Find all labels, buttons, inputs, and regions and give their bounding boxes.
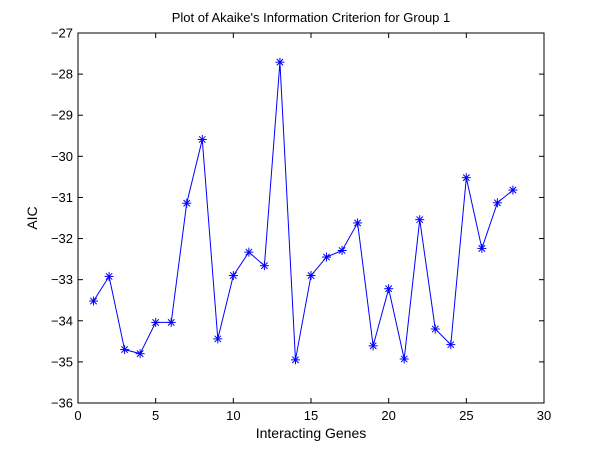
y-tick-label: −34 <box>51 313 73 328</box>
marker-stroke <box>369 342 377 350</box>
data-point-marker <box>197 134 207 144</box>
marker-stroke <box>400 355 408 363</box>
y-axis-label: AIC <box>24 206 40 229</box>
marker-stroke <box>431 325 439 333</box>
data-point-marker <box>446 340 456 350</box>
data-point-marker <box>368 341 378 351</box>
data-point-marker <box>477 243 487 253</box>
data-point-marker <box>275 57 285 67</box>
data-point-marker <box>259 261 269 271</box>
y-tick-label: −27 <box>51 26 73 41</box>
data-point-marker <box>430 324 440 334</box>
series-layer <box>89 57 518 365</box>
marker-stroke <box>462 174 470 182</box>
y-tick-label: −29 <box>51 108 73 123</box>
y-tick-label: −35 <box>51 354 73 369</box>
marker-stroke <box>276 58 284 66</box>
data-point-marker <box>461 173 471 183</box>
data-point-marker <box>120 345 130 355</box>
x-tick-label: 20 <box>381 408 395 423</box>
marker-stroke <box>493 199 501 207</box>
x-tick-label: 5 <box>152 408 159 423</box>
data-point-marker <box>322 252 332 262</box>
chart-title: Plot of Akaike's Information Criterion f… <box>172 10 451 25</box>
data-point-marker <box>213 334 223 344</box>
marker-stroke <box>354 219 362 227</box>
y-tick-label: −30 <box>51 149 73 164</box>
marker-stroke <box>152 318 160 326</box>
data-point-marker <box>337 245 347 255</box>
x-axis: 0 5 10 15 20 25 30 <box>74 33 551 423</box>
y-tick-label: −33 <box>51 272 73 287</box>
series-line <box>93 62 514 360</box>
marker-stroke <box>167 318 175 326</box>
data-point-marker <box>182 198 192 208</box>
y-tick-label: −32 <box>51 231 73 246</box>
y-tick-label: −28 <box>51 67 73 82</box>
x-tick-label: 0 <box>74 408 81 423</box>
marker-stroke <box>136 350 144 358</box>
data-point-marker <box>508 185 518 195</box>
data-point-marker <box>166 317 176 327</box>
data-point-marker <box>135 349 145 359</box>
x-axis-label: Interacting Genes <box>256 425 367 441</box>
marker-stroke <box>183 199 191 207</box>
y-tick-label: −36 <box>51 396 73 411</box>
data-point-marker <box>89 296 99 306</box>
marker-stroke <box>478 244 486 252</box>
data-point-marker <box>384 284 394 294</box>
marker-stroke <box>509 186 517 194</box>
marker-stroke <box>385 285 393 293</box>
data-point-marker <box>290 355 300 365</box>
data-point-marker <box>399 354 409 364</box>
x-tick-label: 30 <box>537 408 551 423</box>
data-point-marker <box>151 317 161 327</box>
marker-stroke <box>338 246 346 255</box>
y-tick-label: −31 <box>51 190 73 205</box>
marker-stroke <box>307 272 315 280</box>
y-axis: −36 −35 −34 −33 −32 −31 −30 −29 −28 −27 <box>51 26 544 411</box>
data-point-marker <box>244 247 254 257</box>
x-tick-label: 10 <box>226 408 240 423</box>
data-point-marker <box>104 271 114 281</box>
marker-stroke <box>229 272 237 280</box>
x-tick-label: 15 <box>304 408 318 423</box>
marker-stroke <box>260 262 268 270</box>
data-point-marker <box>492 198 502 208</box>
data-point-marker <box>306 271 316 281</box>
data-point-marker <box>415 215 425 225</box>
marker-stroke <box>214 335 222 343</box>
data-point-marker <box>353 218 363 228</box>
marker-stroke <box>105 272 113 280</box>
data-point-marker <box>228 271 238 281</box>
marker-stroke <box>198 135 206 144</box>
marker-stroke <box>245 248 253 256</box>
marker-stroke <box>121 346 129 354</box>
marker-stroke <box>291 356 300 364</box>
marker-stroke <box>447 341 455 349</box>
x-tick-label: 25 <box>459 408 473 423</box>
marker-stroke <box>89 297 98 305</box>
marker-stroke <box>416 216 424 224</box>
marker-stroke <box>322 253 331 261</box>
